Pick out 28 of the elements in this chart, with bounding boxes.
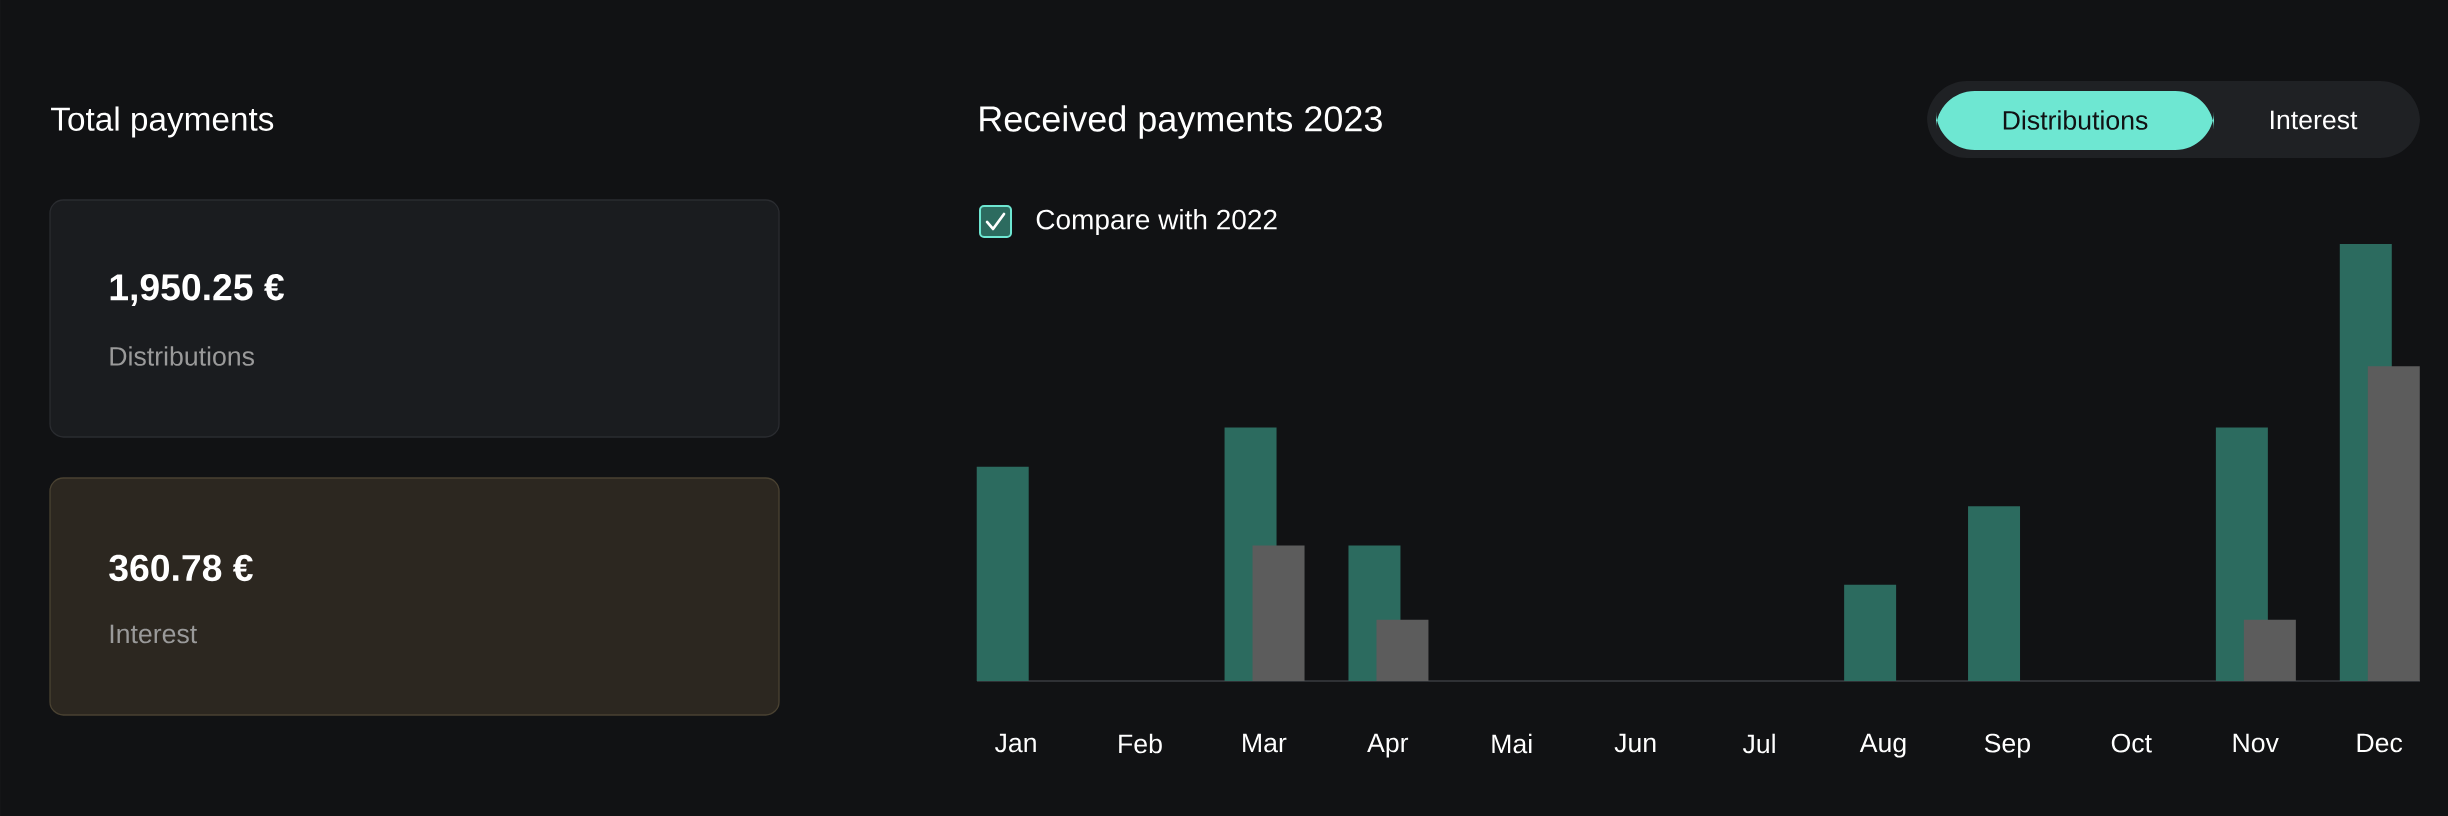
bar: [1376, 619, 1429, 681]
x-tick-label: Apr: [1367, 733, 1409, 758]
bar: [1844, 584, 1897, 681]
bar: [1252, 545, 1305, 681]
x-tick-label: Mai: [1492, 733, 1532, 754]
text: 1,950.25 €: [110, 274, 285, 306]
text: 360.78 €: [109, 554, 253, 582]
x-tick-label: Nov: [2233, 733, 2279, 753]
x-tick-label: Dec: [2357, 733, 2403, 753]
x-tick-label: Jul: [1742, 733, 1775, 754]
x-tick-label: Mar: [1243, 733, 1287, 753]
text: Total payments: [51, 106, 274, 138]
text: Compare with 2022: [1036, 208, 1277, 236]
bar: [2243, 619, 2296, 681]
x-tick-label: Feb: [1119, 733, 1162, 754]
bar: [976, 466, 1029, 681]
chart-title: Received payments 2023: [980, 105, 1382, 139]
bar: [2367, 366, 2420, 681]
bar: [1968, 506, 2021, 681]
x-tick-label: Sep: [1984, 733, 2030, 758]
x-tick-label: Jun: [1614, 733, 1656, 753]
text: Distributions: [110, 346, 254, 366]
text: Interest: [2271, 110, 2358, 130]
text: Distributions: [2003, 110, 2148, 130]
x-tick-label: Oct: [2111, 733, 2152, 753]
x-tick-label: Aug: [1859, 733, 1906, 758]
text: Interest: [110, 624, 198, 644]
x-tick-label: Jan: [994, 733, 1036, 753]
